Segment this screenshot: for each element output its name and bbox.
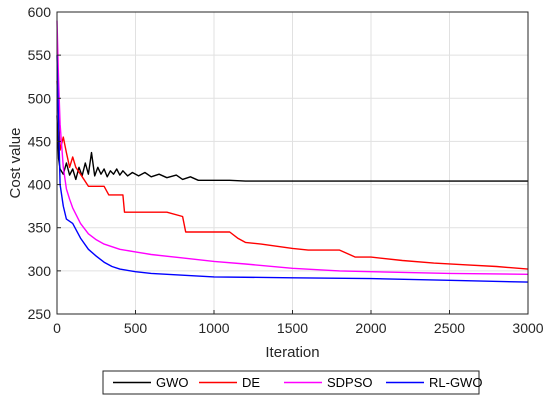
y-tick-label: 250 — [28, 306, 52, 322]
x-axis-ticks: 0 500 1000 1500 2000 2500 3000 — [53, 310, 544, 336]
legend-label-sdpso: SDPSO — [327, 375, 373, 390]
legend: GWO DE SDPSO RL-GWO — [102, 370, 482, 395]
y-tick-label: 500 — [28, 90, 52, 106]
series-line-gwo — [56, 115, 528, 182]
x-tick-label: 1500 — [277, 320, 308, 336]
x-tick-label: 2500 — [434, 320, 465, 336]
series-line-de — [56, 80, 529, 270]
y-tick-label: 400 — [28, 177, 52, 193]
y-tick-label: 550 — [28, 47, 52, 63]
y-axis-label: Cost value — [7, 128, 24, 199]
legend-label-gwo: GWO — [156, 375, 189, 390]
series-line-rl-gwo — [56, 55, 529, 283]
plot-series — [56, 20, 529, 283]
x-tick-label: 2000 — [355, 320, 386, 336]
x-tick-label: 500 — [124, 320, 148, 336]
x-tick-label: 3000 — [512, 320, 543, 336]
series-line-sdpso — [56, 20, 529, 275]
y-axis-ticks: 250 300 350 400 450 500 550 600 — [28, 4, 61, 322]
grid — [56, 11, 529, 315]
y-tick-label: 350 — [28, 220, 52, 236]
x-tick-label: 0 — [53, 320, 61, 336]
y-tick-label: 600 — [28, 4, 52, 20]
y-tick-label: 300 — [28, 263, 52, 279]
x-tick-label: 1000 — [198, 320, 229, 336]
legend-label-rl-gwo: RL-GWO — [429, 375, 482, 390]
y-tick-label: 450 — [28, 133, 52, 149]
x-axis-label: Iteration — [265, 344, 319, 361]
legend-label-de: DE — [242, 375, 260, 390]
